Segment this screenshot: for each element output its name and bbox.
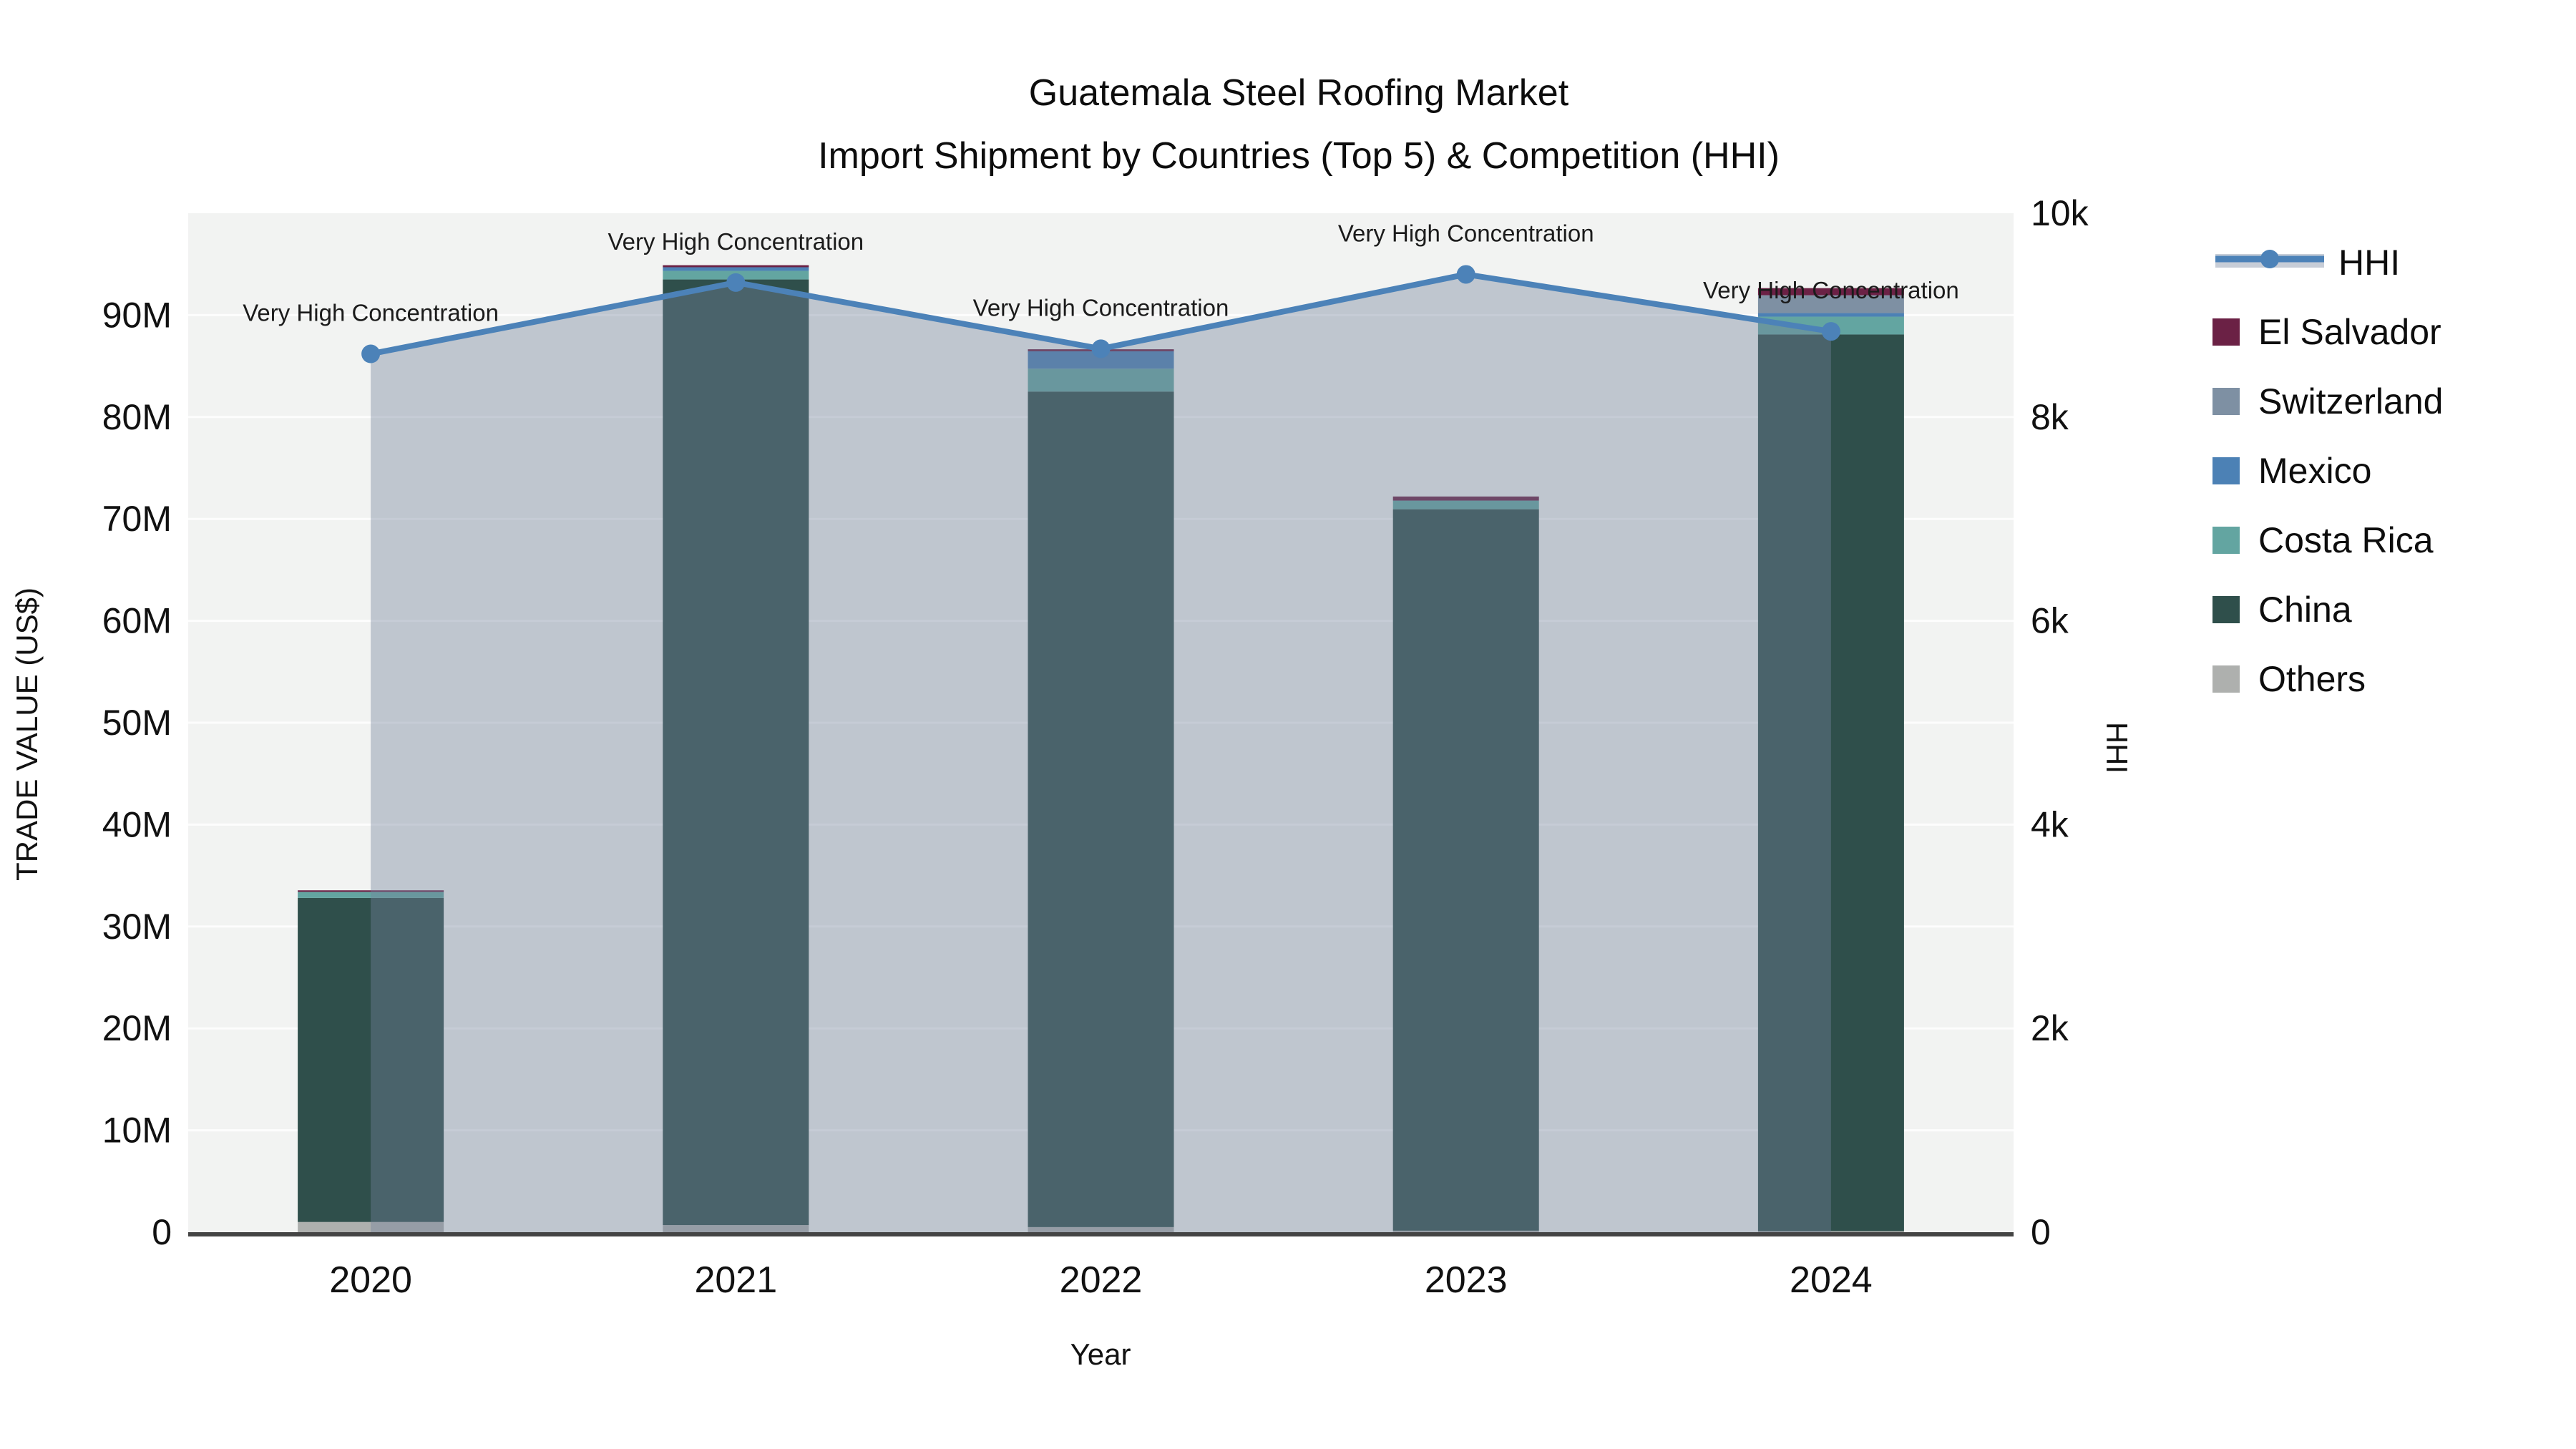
legend-swatch-costa-rica: [2212, 526, 2240, 554]
chart-title-line2: Import Shipment by Countries (Top 5) & C…: [818, 135, 1780, 177]
y-left-tick-30M: 30M: [102, 907, 172, 947]
hhi-marker-2023[interactable]: [1456, 265, 1475, 284]
annotation-2022: Very High Concentration: [973, 294, 1229, 321]
x-tick-2023: 2023: [1425, 1259, 1508, 1301]
y-axis-title-left-text: TRADE VALUE (US$): [10, 587, 44, 881]
legend-item-others[interactable]: Others: [2212, 644, 2443, 713]
bar-segment-el-salvador-2023[interactable]: [1392, 496, 1539, 501]
legend-item-el-salvador[interactable]: El Salvador: [2212, 297, 2443, 366]
y-left-tick-20M: 20M: [102, 1008, 172, 1048]
chart-title-line1: Guatemala Steel Roofing Market: [1028, 72, 1569, 114]
annotation-2021: Very High Concentration: [608, 228, 864, 255]
y-axis-title-right-text: HHI: [2100, 721, 2134, 774]
legend-item-switzerland[interactable]: Switzerland: [2212, 366, 2443, 436]
hhi-marker-2020[interactable]: [361, 344, 381, 364]
bar-segment-china-2022[interactable]: [1028, 391, 1174, 1227]
y-right-tick-6k: 6k: [2031, 601, 2069, 641]
y-left-tick-10M: 10M: [102, 1111, 172, 1151]
bar-segment-china-2023[interactable]: [1392, 509, 1539, 1231]
bar-segment-costa-rica-2022[interactable]: [1028, 369, 1174, 392]
legend-item-china[interactable]: China: [2212, 575, 2443, 644]
bar-series: [298, 265, 1904, 1233]
bar-segment-others-2021[interactable]: [663, 1225, 809, 1232]
y-right-tick-10k: 10k: [2031, 193, 2089, 233]
hhi-marker-2022[interactable]: [1091, 339, 1111, 358]
legend-label-switzerland: Switzerland: [2258, 381, 2444, 421]
bar-segment-mexico-2024[interactable]: [1757, 313, 1904, 317]
x-tick-2020: 2020: [329, 1259, 412, 1301]
hhi-line-legend-icon: [2212, 239, 2328, 286]
hhi-marker-2024[interactable]: [1821, 322, 1840, 341]
bar-segment-costa-rica-2020[interactable]: [298, 892, 444, 898]
y-left-tick-70M: 70M: [102, 499, 172, 539]
bar-segment-others-2024[interactable]: [1757, 1231, 1904, 1233]
y-right-tick-8k: 8k: [2031, 397, 2069, 437]
annotation-2020: Very High Concentration: [243, 300, 499, 326]
y-right-tick-2k: 2k: [2031, 1008, 2069, 1048]
y-right-tick-4k: 4k: [2031, 804, 2069, 844]
bar-segment-el-salvador-2021[interactable]: [663, 265, 809, 268]
bar-segment-others-2023[interactable]: [1392, 1230, 1539, 1232]
bar-segment-el-salvador-2020[interactable]: [298, 890, 444, 892]
legend-swatch-mexico: [2212, 457, 2240, 484]
x-tick-2022: 2022: [1060, 1259, 1143, 1301]
bar-segment-china-2020[interactable]: [298, 897, 444, 1222]
legend-label-china: China: [2258, 589, 2352, 630]
y-left-tick-60M: 60M: [102, 601, 172, 641]
bar-segment-switzerland-2024[interactable]: [1757, 295, 1904, 313]
legend-label-mexico: Mexico: [2258, 450, 2372, 491]
annotation-2024: Very High Concentration: [1703, 277, 1959, 303]
legend-item-costa-rica[interactable]: Costa Rica: [2212, 505, 2443, 575]
legend-item-hhi[interactable]: HHI: [2212, 228, 2443, 297]
legend-label-costa-rica: Costa Rica: [2258, 519, 2434, 560]
legend-label-others: Others: [2258, 658, 2366, 699]
legend-swatch-others: [2212, 665, 2240, 693]
y-left-tick-0: 0: [152, 1212, 172, 1252]
y-left-tick-80M: 80M: [102, 397, 172, 437]
legend-label-el-salvador: El Salvador: [2258, 311, 2441, 352]
bar-segment-china-2021[interactable]: [663, 279, 809, 1226]
annotation-2023: Very High Concentration: [1338, 220, 1594, 246]
bar-segment-others-2020[interactable]: [298, 1221, 444, 1232]
x-tick-2024: 2024: [1790, 1259, 1873, 1301]
hhi-marker-2021[interactable]: [726, 273, 746, 292]
y-left-tick-50M: 50M: [102, 703, 172, 743]
chart-title: Guatemala Steel Roofing Market Import Sh…: [21, 62, 2576, 187]
y-left-tick-90M: 90M: [102, 295, 172, 335]
legend-swatch-el-salvador: [2212, 318, 2240, 346]
bar-segment-costa-rica-2023[interactable]: [1392, 500, 1539, 509]
legend-item-mexico[interactable]: Mexico: [2212, 436, 2443, 505]
x-axis-line: [188, 1232, 2014, 1236]
y-left-tick-40M: 40M: [102, 804, 172, 844]
y-right-tick-0: 0: [2031, 1212, 2051, 1252]
legend-swatch-china: [2212, 595, 2240, 623]
legend: HHI El Salvador Switzerland Mexico Costa Ric…: [2212, 228, 2443, 713]
legend-label-hhi: HHI: [2338, 242, 2401, 283]
x-tick-2021: 2021: [694, 1259, 777, 1301]
hhi-area-fill: [371, 274, 1831, 1233]
bar-segment-others-2022[interactable]: [1028, 1226, 1174, 1232]
legend-swatch-switzerland: [2212, 387, 2240, 415]
bar-segment-mexico-2021[interactable]: [663, 267, 809, 271]
x-axis-title: Year: [1070, 1337, 1131, 1371]
bar-segment-china-2024[interactable]: [1757, 334, 1904, 1231]
bar-segment-el-salvador-2024[interactable]: [1757, 288, 1904, 296]
